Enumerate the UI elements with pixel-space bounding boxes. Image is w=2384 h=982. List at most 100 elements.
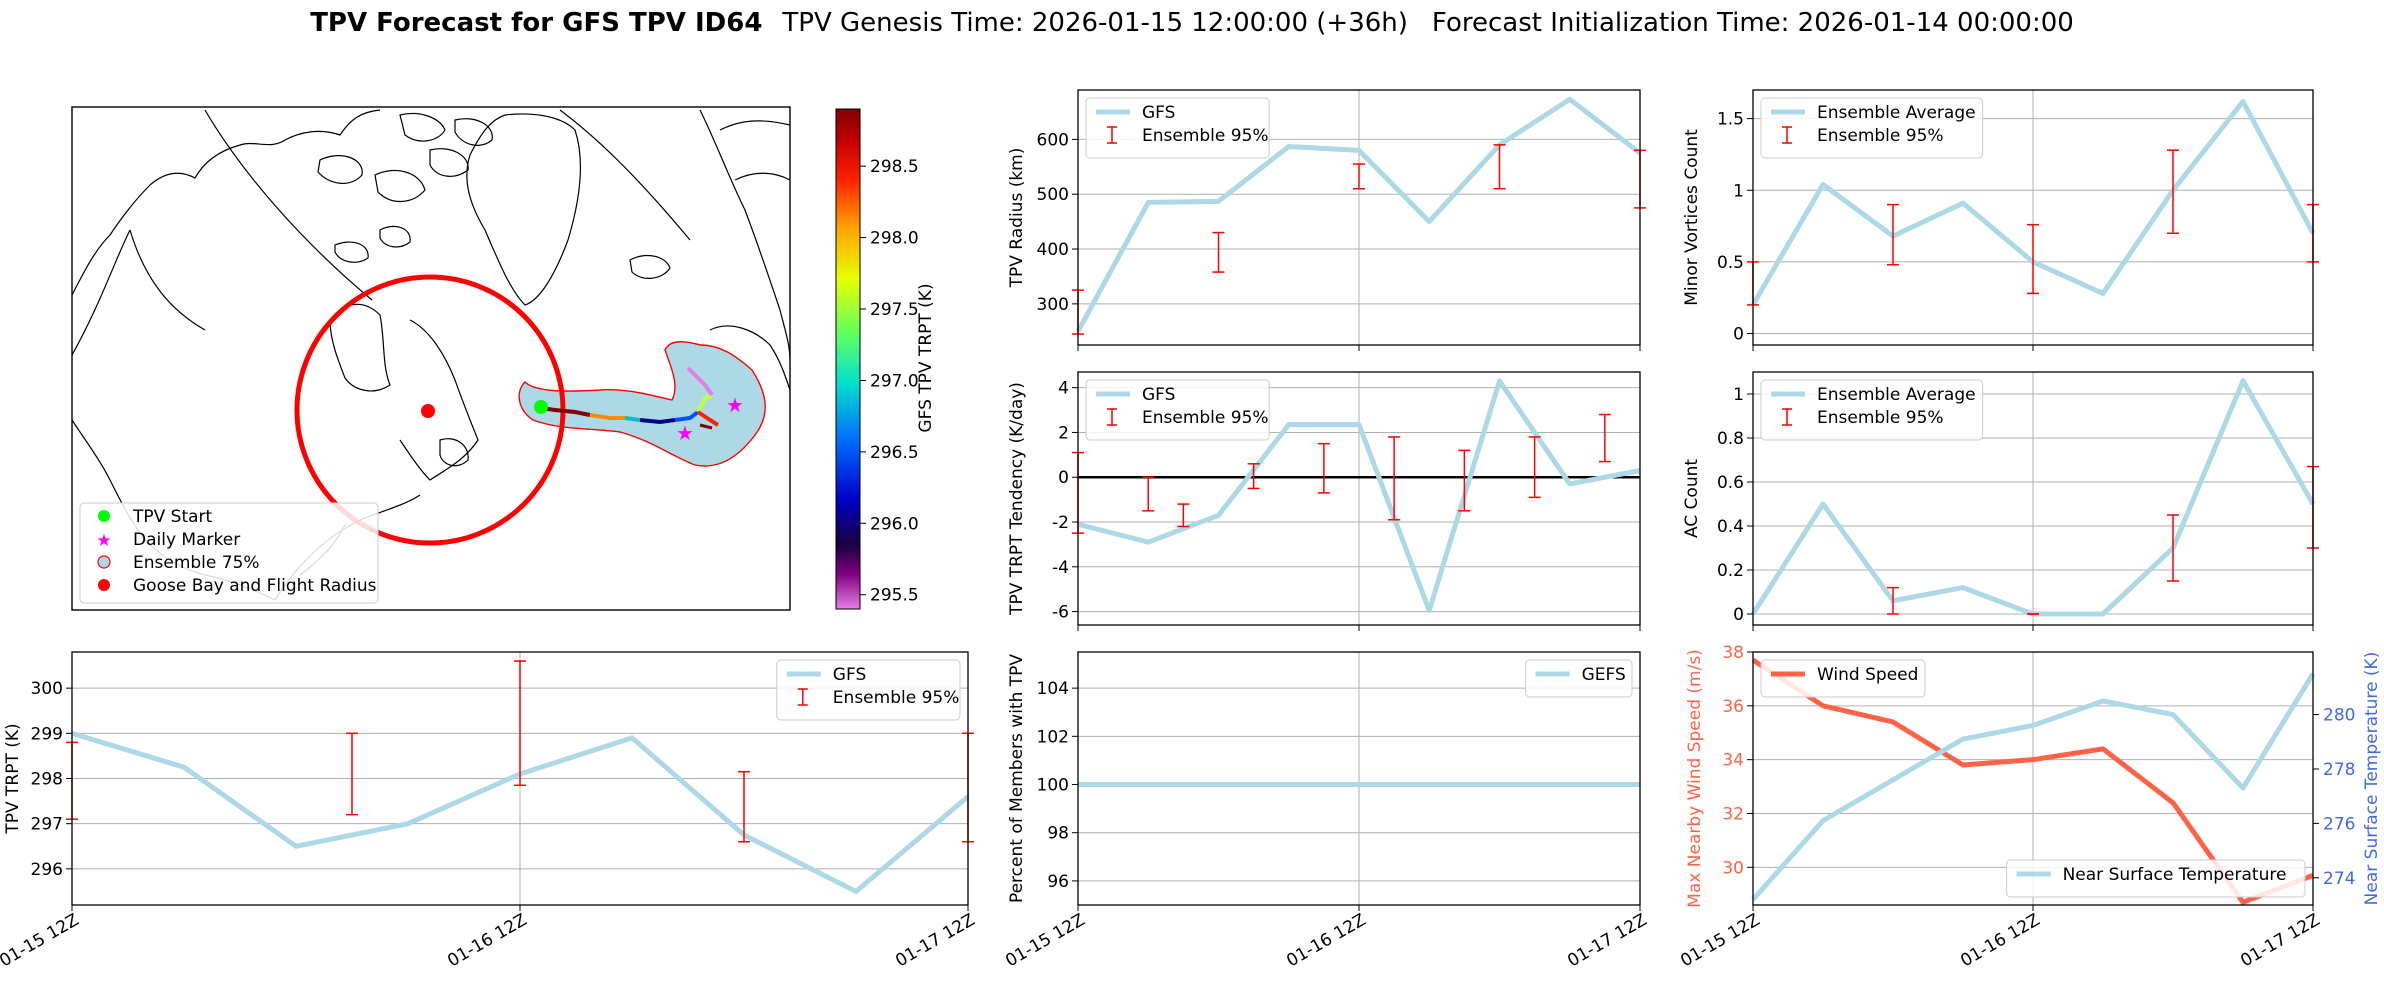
errorbar (2167, 149, 2179, 235)
x-tick-label: 01-15 12Z (0, 910, 83, 971)
y-tick-label: 30 (1722, 858, 1744, 878)
y-tick-label: 0 (1058, 468, 1069, 488)
figure-title: TPV Forecast for GFS TPV ID64 TPV Genesis… (310, 8, 2074, 38)
y-tick-label: 32 (1722, 804, 1744, 824)
y2-tick-label: 276 (2323, 814, 2355, 834)
ensemble-75-area (518, 341, 766, 467)
y-tick-label: 0.4 (1717, 517, 1744, 537)
legend-label: GEFS (1582, 665, 1626, 685)
newfoundland (439, 438, 469, 467)
island (379, 225, 411, 248)
tpv-track-segment (540, 406, 591, 417)
plot-frame (1077, 371, 1641, 626)
legend-label: Ensemble 95% (1817, 126, 1944, 146)
boundary-line (204, 109, 373, 301)
x-tick-label: 01-16 12Z (1283, 910, 1369, 971)
legend-label: Ensemble 95% (1142, 408, 1269, 428)
x-tick-label: 01-15 12Z (1677, 910, 1763, 971)
y-tick-label: 98 (1047, 824, 1069, 844)
y-tick-label: 1.5 (1717, 110, 1744, 130)
y-tick-label: 2 (1058, 423, 1069, 443)
series-line-gfs (1077, 378, 1641, 613)
chart-trpt-panel: 296 297 298 299 300 01-15 12Z 01-16 12Z 01-17 1… (0, 651, 979, 971)
y-tick-label: 102 (1037, 727, 1069, 747)
boundary-line (129, 229, 206, 331)
y-tick-label: 299 (31, 724, 63, 744)
y-tick-label: 1 (1733, 181, 1744, 201)
chart-radius-panel: 300 400 500 600 TPV Radius (km) GFS Ensemble 9… (1007, 89, 1646, 351)
x-tick-label: 01-17 12Z (892, 910, 978, 971)
europe-coast (734, 172, 790, 181)
errorbar (1388, 436, 1401, 521)
map-legend-label: Goose Bay and Flight Radius (133, 576, 377, 596)
series-line-near-surface-temperature (1751, 672, 2316, 902)
green-dot-icon (98, 510, 110, 522)
magenta-star-icon: ★ (96, 531, 111, 551)
plot-frame (71, 651, 969, 906)
tpv-track-segment (639, 418, 676, 425)
tpv-track-segment (624, 416, 641, 422)
tpv-track-segment (696, 410, 720, 427)
y-tick-label: 500 (1037, 185, 1069, 205)
chart-legend: Near Surface Temperature (2006, 859, 2306, 898)
chart-legend: GEFS (1525, 659, 1633, 698)
map-legend-label: TPV Start (132, 507, 213, 527)
title-genesis: TPV Genesis Time: 2026-01-15 12:00:00 (+… (781, 8, 1408, 38)
map-legend-label: Daily Marker (133, 530, 240, 550)
map-legend-box (79, 502, 379, 604)
errorbar (346, 732, 358, 816)
chart-legend: GFS Ensemble 95% (1085, 379, 1270, 441)
title-init: Forecast Initialization Time: 2026-01-14… (1432, 8, 2074, 38)
legend-label: Ensemble 95% (1817, 408, 1944, 428)
tpv-start-marker (534, 400, 548, 414)
colorbar-label: GFS TPV TRPT (K) (916, 283, 936, 432)
island (317, 155, 363, 184)
plot-frame (1752, 89, 2314, 346)
y-tick-label: 104 (1037, 679, 1069, 699)
greenland-coast (466, 113, 581, 306)
errorbar (1887, 203, 1899, 266)
y2-tick-label: 278 (2323, 760, 2355, 780)
y-tick-label: 0 (1733, 605, 1744, 625)
blue-circle-icon (97, 555, 111, 569)
y2-tick-label: 274 (2323, 869, 2355, 889)
iceland (629, 254, 671, 279)
y2-tick-label: 280 (2323, 706, 2355, 726)
title-bold: TPV Forecast for GFS TPV ID64 (310, 8, 762, 38)
errorbar (1493, 144, 1506, 190)
y-tick-label: 400 (1037, 240, 1069, 260)
labrador-coast (399, 319, 479, 481)
colorbar-tick-label: 298.0 (870, 229, 919, 249)
colorbar-gradient (835, 108, 861, 610)
errorbar (2167, 514, 2179, 582)
legend-label: Ensemble 95% (833, 688, 960, 708)
y-axis-label: Max Nearby Wind Speed (m/s) (1685, 649, 1705, 908)
y-tick-label: 0 (1733, 325, 1744, 345)
x-tick-label: 01-16 12Z (444, 910, 530, 971)
chart-legend: Ensemble Average Ensemble 95% (1760, 97, 1984, 159)
legend-label: GFS (1142, 385, 1175, 405)
errorbar (2027, 223, 2039, 295)
y-tick-label: -6 (1052, 603, 1069, 623)
colorbar: 295.5 296.0 296.5 297.0 297.5 298.0 298.5 GFS … (835, 108, 936, 610)
goose-bay-marker (421, 404, 435, 418)
island (429, 148, 469, 177)
y-tick-label: 0.2 (1717, 561, 1744, 581)
y-tick-label: 0.8 (1717, 429, 1744, 449)
y-tick-label: 4 (1058, 379, 1069, 399)
legend-label: Ensemble 95% (1142, 126, 1269, 146)
y-axis-label: Percent of Members with TPV (1007, 654, 1027, 903)
tpv-track-segment (589, 413, 625, 420)
errorbar (514, 660, 526, 787)
tpv-track-segment (696, 393, 713, 413)
chart-tendency-panel: -6 -4 -2 0 2 4 TPV TRPT Tendency (K/day) GFS Ens… (1007, 371, 1641, 631)
y-tick-label: 300 (31, 679, 63, 699)
errorbar (738, 770, 750, 843)
errorbar (1458, 449, 1471, 512)
y-tick-label: 296 (31, 860, 63, 880)
errorbar (1177, 503, 1190, 528)
europe-coast (709, 325, 790, 391)
map-legend-label: Ensemble 75% (133, 553, 260, 573)
colorbar-tick-label: 297.0 (870, 371, 919, 391)
errorbar (1598, 413, 1611, 463)
